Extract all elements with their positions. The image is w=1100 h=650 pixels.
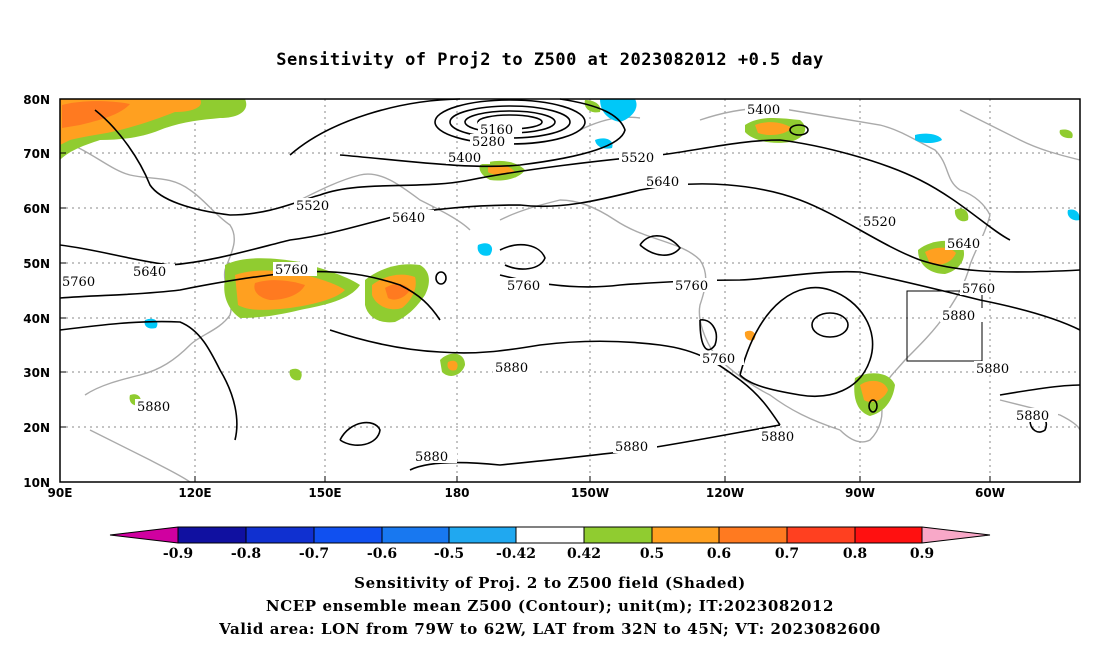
colorbar-label: 0.8 [843,546,867,562]
contour-label: 5280 [472,135,505,150]
contour-label: 5880 [615,440,648,455]
contour-label: 5520 [863,215,896,230]
contour-label: 5880 [976,362,1009,377]
lon-label: 120W [706,486,744,500]
contour-label: 5760 [507,279,540,294]
lon-label: 90W [845,486,875,500]
contour-label: 5880 [761,430,794,445]
colorbar-label: 0.7 [775,546,799,562]
lon-label: 180 [444,486,469,500]
lat-label: 80N [23,93,50,107]
contour-label: 5760 [62,275,95,290]
lat-label: 70N [23,147,50,161]
colorbar-label: -0.8 [231,546,261,562]
lat-label: 60N [23,202,50,216]
colorbar-label: -0.7 [299,546,329,562]
contour-label: 5880 [137,400,170,415]
lon-label: 150E [308,486,341,500]
lon-label: 150W [571,486,609,500]
footer-line-1: Sensitivity of Proj. 2 to Z500 field (Sh… [354,574,746,592]
lat-label: 10N [23,476,50,490]
lat-label: 40N [23,312,50,326]
contour-label: 5520 [296,199,329,214]
footer-line-3: Valid area: LON from 79W to 62W, LAT fro… [219,620,881,638]
colorbar: -0.9 -0.8 -0.7 -0.6 -0.5 -0.42 0.42 0.5 … [109,526,991,562]
colorbar-label: 0.42 [567,546,601,562]
lon-label: 60W [975,486,1005,500]
colorbar-seg-4 [382,527,449,543]
colorbar-label: 0.9 [910,546,934,562]
axis-ticks [60,152,991,482]
colorbar-label: 0.6 [707,546,731,562]
contour-label: 5880 [1016,409,1049,424]
lat-label: 30N [23,366,50,380]
contour-label: 5880 [415,450,448,465]
lon-label: 120E [178,486,211,500]
colorbar-seg-2 [246,527,314,543]
longitude-labels: 90E 120E 150E 180 150W 120W 90W 60W [48,486,1005,500]
valid-area-box [906,290,983,362]
colorbar-label: 0.5 [640,546,664,562]
colorbar-seg-1 [178,527,246,543]
colorbar-seg-8 [652,527,719,543]
plot-frame [59,98,1081,483]
colorbar-seg-10 [787,527,855,543]
lat-label: 20N [23,421,50,435]
contour-label: 5760 [675,279,708,294]
contour-labels: 5160 5280 5400 5400 5520 5520 5520 5640 … [60,102,1058,465]
latitude-labels: 80N 70N 60N 50N 40N 30N 20N 10N [23,93,50,490]
footer-line-2: NCEP ensemble mean Z500 (Contour); unit(… [265,597,835,615]
colorbar-label: -0.42 [496,546,536,562]
contour-label: 5400 [448,151,481,166]
colorbar-seg-6 [516,527,584,543]
contour-label: 5640 [133,265,166,280]
map-title: Sensitivity of Proj2 to Z500 at 20230820… [276,50,824,70]
contour-label: 5640 [392,211,425,226]
colorbar-label: -0.9 [163,546,193,562]
colorbar-seg-3 [314,527,382,543]
colorbar-label: -0.5 [434,546,464,562]
colorbar-seg-7 [584,527,652,543]
contour-label: 5520 [621,151,654,166]
lon-label: 90E [48,486,73,500]
lat-label: 50N [23,257,50,271]
colorbar-seg-5 [449,527,516,543]
contour-label: 5880 [495,361,528,376]
colorbar-seg-9 [719,527,787,543]
contour-label: 5760 [702,352,735,367]
contour-label: 5400 [747,103,780,118]
colorbar-seg-0 [110,527,178,543]
contour-label: 5880 [942,309,975,324]
contour-label: 5760 [962,282,995,297]
contour-label: 5760 [275,263,308,278]
colorbar-seg-12 [922,527,990,543]
contour-label: 5640 [646,175,679,190]
colorbar-seg-11 [855,527,922,543]
contour-label: 5640 [947,237,980,252]
colorbar-label: -0.6 [367,546,397,562]
